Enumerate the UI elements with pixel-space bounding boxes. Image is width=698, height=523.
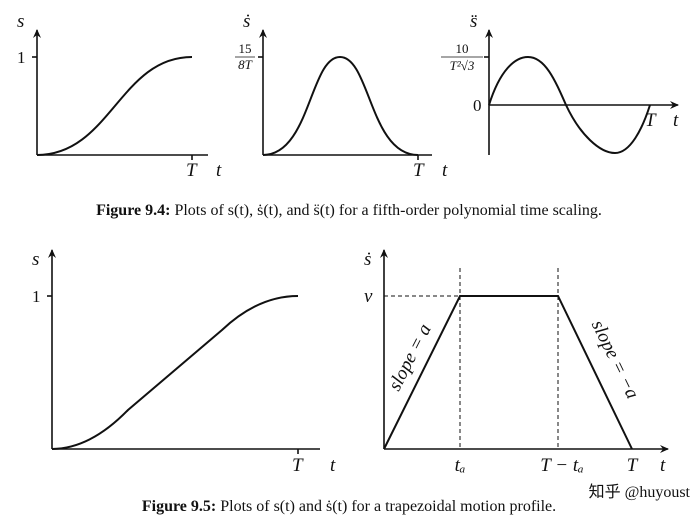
- caption-text: Plots of s(t), ṡ(t), and s̈(t) for a fif…: [174, 202, 601, 219]
- curve: [36, 56, 193, 156]
- caption: Figure 9.4: Plots of s(t), ṡ(t), and s̈(…: [96, 202, 602, 219]
- fraction-denominator: 8T: [238, 57, 253, 72]
- watermark: 知乎 @huyoust: [589, 483, 691, 501]
- y-label: s̈: [470, 11, 478, 32]
- curve: [262, 55, 419, 156]
- zero-label: 0: [473, 96, 482, 115]
- y-tick-label: 1: [32, 287, 41, 306]
- fraction-denominator: T²√3: [450, 58, 475, 73]
- slope-label: slope = −a: [587, 317, 643, 402]
- caption-label: Figure 9.5:: [142, 498, 216, 515]
- plot-sdot-poly: ṡ 15 8T T t: [235, 11, 448, 181]
- y-label: s: [17, 11, 24, 32]
- x-label: t: [673, 110, 679, 131]
- y-tick-label: 1: [17, 48, 26, 67]
- plot-sddot-poly: s̈ 10 T²√3 0 T t: [441, 11, 679, 155]
- y-label: s: [32, 249, 39, 270]
- curve: [51, 295, 299, 450]
- caption-label: Figure 9.4:: [96, 202, 170, 219]
- x-label: t: [216, 160, 222, 181]
- y-tick-label: v: [364, 286, 373, 307]
- fraction-numerator: 15: [239, 41, 252, 56]
- caption: Figure 9.5: Plots of s(t) and ṡ(t) for a…: [142, 498, 556, 515]
- y-label: ṡ: [243, 11, 250, 32]
- x-tick-label: T: [645, 110, 657, 131]
- x-tick-label: T: [627, 455, 639, 476]
- trapezoid: [383, 295, 633, 450]
- x-label: t: [660, 455, 666, 476]
- x-label: t: [330, 455, 336, 476]
- y-label: ṡ: [364, 249, 371, 270]
- x-tick-label: T: [292, 455, 304, 476]
- x-label: t: [442, 160, 448, 181]
- x-tick-label: T − tₐ: [540, 455, 583, 476]
- x-tick-label: T: [186, 160, 198, 181]
- fraction-numerator: 10: [456, 41, 469, 56]
- plot-sdot-trap: ṡ v tₐ T − tₐ T t slope = a slope = −a: [364, 249, 669, 476]
- plot-s-trap: s 1 T t: [32, 249, 336, 476]
- x-tick-label: T: [413, 160, 425, 181]
- x-tick-label: tₐ: [455, 455, 466, 476]
- caption-text: Plots of s(t) and ṡ(t) for a trapezoidal…: [220, 498, 556, 515]
- slope-label: slope = a: [384, 321, 435, 395]
- plot-s-poly: s 1 T t: [17, 11, 222, 181]
- curve: [488, 55, 651, 155]
